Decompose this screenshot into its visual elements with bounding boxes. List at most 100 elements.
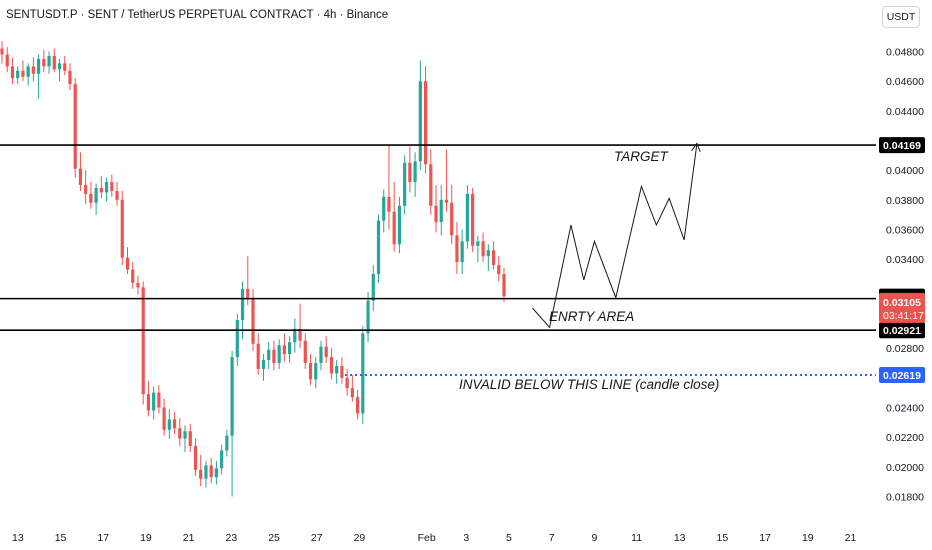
time-tick-label: 25 [268, 532, 280, 544]
time-tick-label: 21 [845, 532, 857, 544]
candle-body [188, 431, 192, 447]
candle-body [42, 58, 46, 67]
time-tick-label: 13 [12, 532, 24, 544]
currency-button[interactable]: USDT [882, 6, 920, 28]
candle-body [423, 81, 428, 165]
candle-body [267, 349, 271, 361]
time-tick-label: 27 [311, 532, 323, 544]
candle-body [361, 333, 365, 414]
candle-body [486, 250, 490, 257]
candle-body [324, 346, 328, 358]
candle-body [199, 469, 203, 479]
candle-body [366, 300, 370, 334]
candle-body [73, 84, 77, 169]
price-tick-label: 0.02000 [886, 462, 924, 474]
time-tick-label: 17 [97, 532, 109, 544]
entry-lower-price-label: 0.02921 [883, 325, 921, 337]
candle-body [52, 55, 56, 70]
candle-body [450, 202, 454, 236]
candle-body [5, 54, 9, 67]
candle-body [225, 435, 229, 451]
candle-body [89, 193, 93, 203]
candle-body [355, 397, 360, 414]
candle-body [303, 340, 307, 363]
candle-body [94, 187, 98, 203]
candle-body [476, 241, 480, 246]
time-tick-label: Feb [418, 532, 436, 544]
price-tick-label: 0.02200 [886, 432, 924, 444]
invalid-price-label-bg [879, 367, 925, 384]
candle-body [31, 66, 35, 74]
candle-body [314, 363, 318, 380]
candle-body [288, 342, 292, 355]
candle-body [429, 164, 433, 206]
candle-body [277, 345, 281, 363]
candle-body [293, 328, 297, 343]
candle-body [382, 196, 386, 221]
candle-body [68, 70, 72, 85]
time-tick-label: 9 [591, 532, 597, 544]
entry-annotation: ENRTY AREA [549, 309, 634, 324]
candle-body [37, 58, 41, 74]
candle-body [204, 465, 208, 479]
time-tick-label: 11 [631, 532, 642, 544]
time-tick-label: 13 [674, 532, 686, 544]
time-tick-label: 3 [463, 532, 469, 544]
time-tick-label: 7 [549, 532, 555, 544]
time-tick-label: 21 [183, 532, 195, 544]
candle-body [57, 63, 62, 70]
candle-body [131, 269, 135, 283]
candle-body [471, 193, 475, 246]
candle-body [502, 274, 506, 297]
candle-body [230, 357, 234, 436]
candle-body [460, 241, 464, 263]
candle-body [371, 274, 375, 301]
candle-body [16, 70, 20, 79]
candle-body [282, 345, 286, 355]
candle-body [491, 250, 496, 266]
candle-body [298, 328, 302, 341]
time-tick-label: 23 [226, 532, 238, 544]
candle-body [110, 182, 114, 191]
candle-body [0, 48, 4, 55]
candle-body [120, 199, 124, 258]
candle-body [125, 257, 130, 270]
candle-body [209, 465, 213, 478]
candle-body [152, 392, 156, 411]
time-tick-label: 19 [140, 532, 152, 544]
candle-body [136, 282, 140, 288]
candle-body [345, 377, 349, 389]
time-tick-label: 19 [802, 532, 814, 544]
annotations-layer: TARGET ENRTY AREA INVALID BELOW THIS LINE … [459, 149, 719, 392]
time-tick-label: 15 [717, 532, 729, 544]
chart-title: SENTUSDT.P · SENT / TetherUS PERPETUAL C… [6, 9, 389, 21]
candle-body [308, 363, 313, 380]
price-tick-label: 0.03400 [886, 254, 924, 266]
levels-layer [0, 144, 876, 377]
time-tick-label: 17 [759, 532, 771, 544]
price-axis: 0.01800 0.02000 0.02200 0.02400 0.02800 0.034… [879, 47, 925, 504]
price-tick-label: 0.01800 [886, 492, 924, 504]
candle-body [235, 319, 239, 358]
time-tick-label: 5 [506, 532, 512, 544]
projection-layer [532, 142, 701, 329]
candle-body [240, 288, 245, 320]
candle-body [434, 205, 438, 223]
candle-body [26, 66, 30, 77]
invalid-price-label: 0.02619 [883, 370, 921, 382]
candle-body [256, 343, 260, 369]
target-price-label: 0.04169 [883, 140, 921, 152]
projected-path-arrowhead [691, 142, 701, 153]
price-tick-label: 0.04800 [886, 47, 924, 59]
candle-body [220, 450, 224, 469]
candle-body [63, 63, 67, 71]
target-price-label-bg [879, 137, 925, 154]
candle-body [178, 428, 182, 439]
candle-body [162, 407, 166, 430]
candle-body [413, 161, 417, 183]
candle-body [21, 70, 25, 77]
price-tick-label: 0.03600 [886, 225, 924, 237]
price-tick-label: 0.02400 [886, 403, 924, 415]
candle-body [397, 205, 402, 245]
